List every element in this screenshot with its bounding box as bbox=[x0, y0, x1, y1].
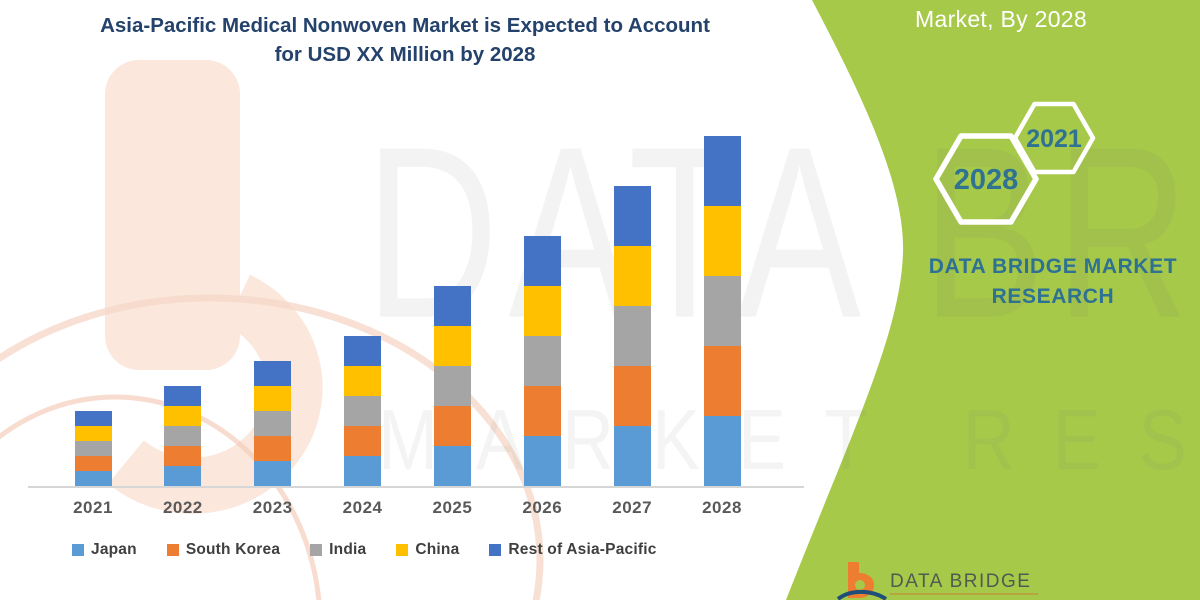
legend-label-india: India bbox=[329, 541, 367, 558]
watermark-logo-slab bbox=[105, 60, 240, 370]
legend-swatch-china bbox=[396, 544, 409, 556]
hexagon-2028-label: 2028 bbox=[953, 164, 1019, 196]
watermark-swoosh-outer bbox=[0, 294, 544, 600]
legend-label-japan: Japan bbox=[91, 541, 137, 558]
legend-swatch-india bbox=[310, 544, 323, 556]
chart-title-line2: for USD XX Million by 2028 bbox=[274, 43, 536, 66]
chart-title: Asia-Pacific Medical Nonwoven Market is … bbox=[55, 11, 755, 69]
legend-item-rest-of-asia-pacific: Rest of Asia-Pacific bbox=[489, 541, 656, 559]
x-axis-line bbox=[28, 486, 804, 488]
legend-item-south-korea: South Korea bbox=[166, 541, 281, 559]
watermark-swoosh-inner bbox=[0, 394, 322, 600]
chart-legend: Japan South Korea India China Rest of Asia-P… bbox=[72, 539, 657, 561]
legend-swatch-rest-of-asia-pacific bbox=[489, 544, 502, 556]
legend-swatch-japan bbox=[72, 544, 84, 556]
hexagon-2021-label: 2021 bbox=[1026, 125, 1082, 153]
legend-label-rest-of-asia-pacific: Rest of Asia-Pacific bbox=[508, 541, 657, 558]
footer-brand-logo-icon bbox=[836, 562, 888, 600]
green-panel-shape bbox=[786, 0, 1200, 600]
legend-item-japan: Japan bbox=[72, 541, 137, 559]
footer-brand-subtitle: MARKET RESEARCH bbox=[890, 597, 1060, 600]
legend-label-south-korea: South Korea bbox=[185, 541, 281, 558]
footer-logo-swoosh bbox=[836, 589, 888, 600]
footer-logo-b-glyph bbox=[848, 562, 874, 598]
footer-logo-b-counter bbox=[855, 580, 865, 590]
legend-item-china: China bbox=[396, 541, 459, 559]
footer-brand-underline bbox=[890, 593, 1038, 595]
footer-brand-name: DATA BRIDGE bbox=[890, 571, 1032, 592]
legend-label-china: China bbox=[415, 541, 460, 558]
hexagon-2028 bbox=[933, 133, 1039, 225]
panel-brand-text: DATA BRIDGE MARKET RESEARCH bbox=[920, 252, 1186, 312]
panel-heading: Market, By 2028 bbox=[915, 6, 1087, 32]
panel-brand-line2: RESEARCH bbox=[991, 285, 1115, 308]
chart-title-line1: Asia-Pacific Medical Nonwoven Market is … bbox=[100, 14, 710, 37]
legend-swatch-south-korea bbox=[166, 544, 179, 556]
legend-item-india: India bbox=[310, 541, 366, 559]
panel-brand-line1: DATA BRIDGE MARKET bbox=[928, 255, 1178, 278]
